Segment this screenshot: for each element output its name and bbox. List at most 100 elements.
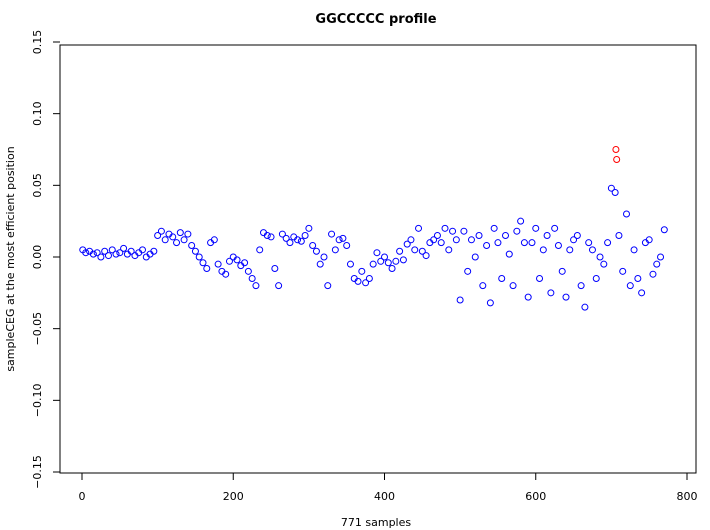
data-point	[558, 267, 566, 275]
data-point	[502, 232, 509, 239]
data-point	[157, 227, 165, 235]
data-point	[607, 184, 615, 192]
data-point	[562, 293, 570, 301]
data-point	[456, 296, 464, 304]
data-point	[467, 236, 475, 244]
data-point	[176, 229, 184, 237]
data-point	[403, 240, 411, 248]
data-point	[154, 232, 162, 239]
data-point	[600, 260, 608, 268]
data-point	[271, 264, 279, 272]
y-tick-label: −0.05	[31, 312, 44, 346]
data-point	[195, 253, 203, 261]
data-point	[241, 259, 249, 267]
data-point	[354, 277, 362, 285]
data-point	[566, 246, 574, 254]
data-point	[309, 242, 317, 250]
data-point	[275, 282, 283, 290]
highlight-point	[612, 146, 620, 153]
plot-frame	[59, 44, 697, 474]
data-point	[449, 227, 457, 235]
data-point	[278, 230, 286, 238]
x-axis: 0 200 400 600 800	[79, 473, 698, 503]
chart-title: GGCCCCC profile	[315, 12, 436, 27]
data-point	[343, 242, 351, 250]
y-tick-label: −0.10	[31, 383, 44, 417]
data-point	[101, 247, 109, 255]
data-point	[248, 275, 256, 282]
data-point	[623, 210, 630, 218]
data-point	[528, 239, 536, 247]
data-point	[626, 282, 634, 290]
data-point	[328, 230, 336, 238]
data-point	[581, 303, 589, 311]
x-axis-label: 771 samples	[341, 516, 411, 529]
y-tick-label: 0.10	[31, 101, 44, 126]
data-point	[373, 249, 381, 257]
data-point	[339, 234, 347, 242]
data-point	[256, 246, 264, 254]
data-points	[79, 146, 668, 311]
y-tick-label: 0.15	[31, 30, 44, 55]
data-point	[297, 237, 305, 245]
data-point	[596, 253, 604, 261]
data-point	[517, 217, 525, 225]
data-point	[475, 232, 483, 239]
data-point	[93, 249, 101, 257]
data-point	[169, 233, 177, 241]
data-point	[384, 259, 392, 267]
data-point	[282, 234, 290, 242]
data-point	[150, 247, 158, 255]
data-point	[407, 236, 415, 244]
data-point	[452, 236, 460, 244]
data-point	[139, 246, 146, 254]
data-point	[536, 275, 544, 282]
data-point	[464, 267, 472, 275]
data-point	[346, 260, 354, 268]
data-point	[547, 289, 555, 297]
y-axis-label: sampleCEG at the most efficient position	[4, 146, 17, 371]
data-point	[551, 224, 559, 232]
data-point	[301, 232, 309, 239]
data-point	[524, 293, 532, 301]
data-point	[127, 247, 135, 255]
data-point	[161, 236, 169, 244]
data-point	[509, 282, 517, 290]
data-point	[116, 249, 124, 257]
data-point	[505, 250, 513, 258]
data-point	[415, 224, 423, 232]
data-point	[120, 244, 128, 252]
data-point	[498, 275, 506, 282]
data-point	[252, 282, 260, 290]
data-point	[532, 224, 540, 232]
data-point	[316, 260, 324, 268]
x-tick-label: 600	[525, 490, 546, 503]
data-point	[188, 242, 196, 250]
data-point	[539, 246, 547, 254]
data-point	[649, 270, 657, 278]
data-point	[573, 232, 581, 239]
x-tick-label: 800	[677, 490, 698, 503]
data-point	[203, 264, 211, 272]
data-point	[411, 246, 419, 254]
data-point	[433, 232, 441, 239]
data-point	[490, 224, 498, 232]
data-point	[365, 275, 373, 282]
data-point	[657, 253, 665, 261]
data-point	[441, 224, 449, 232]
data-point	[112, 250, 120, 258]
data-point	[324, 282, 332, 290]
data-point	[592, 275, 600, 282]
data-point	[585, 239, 593, 247]
data-point	[471, 253, 479, 261]
data-point	[82, 249, 90, 257]
data-point	[267, 233, 275, 241]
y-tick-label: −0.15	[31, 455, 44, 489]
data-point	[244, 267, 252, 275]
data-point	[173, 239, 181, 247]
data-point	[660, 226, 668, 234]
data-point	[294, 236, 302, 244]
data-point	[611, 189, 619, 196]
data-point	[520, 239, 528, 247]
data-point	[513, 227, 521, 235]
